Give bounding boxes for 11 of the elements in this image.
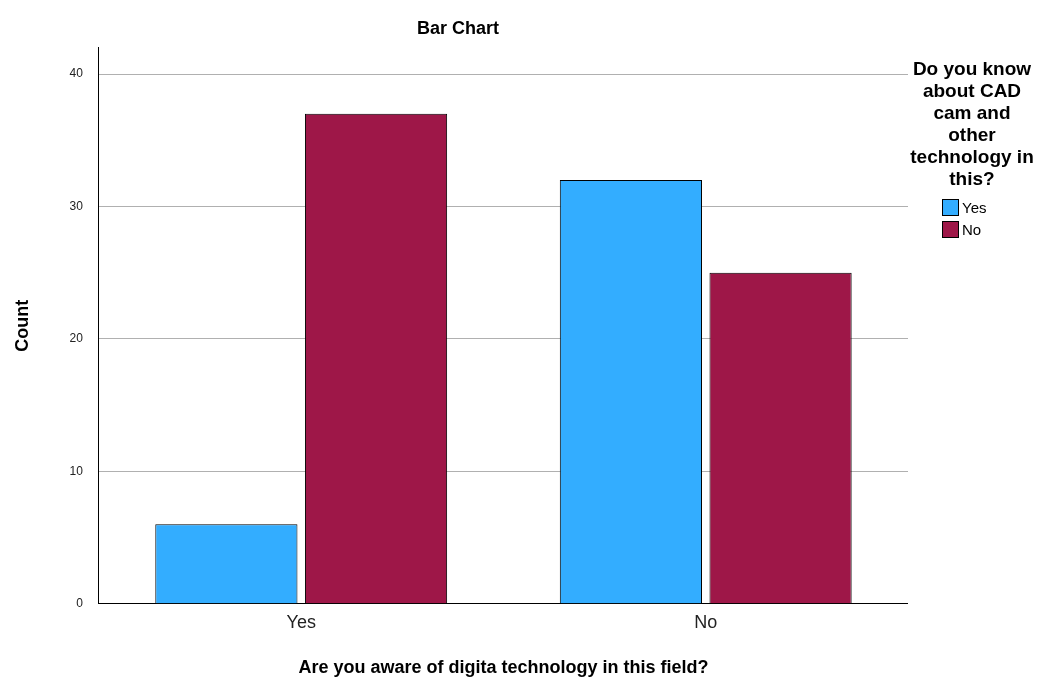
y-axis-title: Count [11,299,32,352]
y-tick-label: 10 [69,463,84,478]
x-axis-title: Are you aware of digita technology in this field? [298,657,709,678]
y-tick-label: 30 [69,198,84,213]
y-tick-label: 20 [69,331,84,346]
y-tick-label: 40 [69,66,84,81]
legend-label: Yes [962,198,987,216]
chart-title: Bar Chart [416,17,500,38]
legend-title: Do you know about CAD cam and other technology in this? [909,58,1035,190]
y-tick-label: 0 [76,596,84,611]
legend-label: No [962,220,982,238]
